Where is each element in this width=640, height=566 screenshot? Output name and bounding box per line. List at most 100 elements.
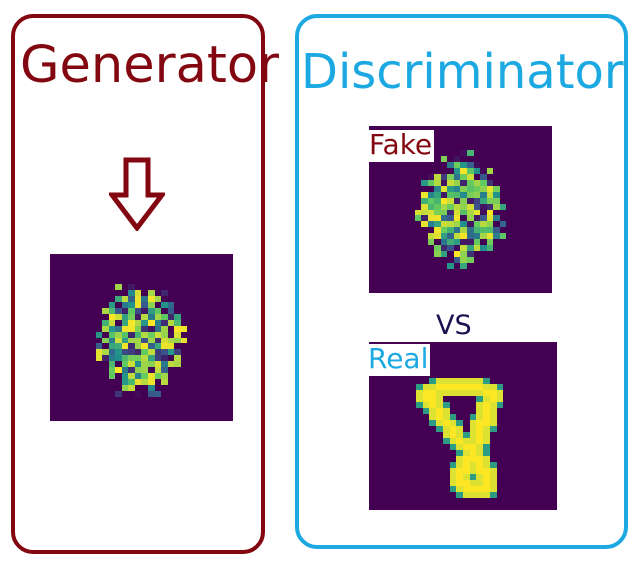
generated-image-pixel: [95, 391, 103, 398]
real-image-pixel: [516, 426, 524, 432]
real-image-pixel: [550, 438, 557, 444]
fake-image-pixel: [545, 161, 552, 168]
generated-image-pixel: [180, 343, 188, 350]
fake-image-pixel: [453, 179, 461, 186]
generated-image-pixel: [206, 301, 214, 308]
fake-image-pixel: [408, 227, 415, 234]
fake-image-pixel: [453, 137, 461, 144]
fake-image-pixel: [395, 203, 402, 210]
fake-image-pixel: [382, 269, 389, 276]
generated-image-pixel: [200, 295, 207, 302]
generated-image-pixel: [69, 259, 77, 266]
generated-image-pixel: [148, 319, 155, 326]
fake-image-pixel: [427, 287, 435, 293]
generated-image-pixel: [121, 295, 129, 302]
generated-image-pixel: [115, 343, 122, 350]
real-image-pixel: [389, 498, 396, 504]
generated-image-pixel: [213, 337, 220, 344]
real-image-pixel: [483, 378, 490, 384]
fake-image-pixel: [395, 269, 402, 276]
generated-image-pixel: [108, 271, 116, 278]
fake-image-pixel: [401, 197, 409, 204]
real-image-pixel: [395, 402, 403, 408]
real-image-pixel: [503, 396, 510, 402]
fake-image-pixel: [440, 161, 448, 168]
fake-image-pixel: [375, 239, 383, 246]
generated-image-pixel: [82, 397, 90, 404]
generated-image-pixel: [76, 301, 83, 308]
generated-image-pixel: [161, 259, 168, 266]
generated-image-pixel: [154, 319, 162, 326]
fake-image-pixel: [382, 287, 389, 293]
real-image-pixel: [382, 468, 390, 474]
generated-image-pixel: [121, 409, 129, 416]
generated-image-pixel: [63, 271, 70, 278]
generated-image-pixel: [226, 331, 233, 338]
fake-image-pixel: [414, 167, 422, 174]
generated-image-pixel: [213, 283, 220, 290]
fake-image-pixel: [382, 281, 389, 288]
generated-image-pixel: [193, 325, 201, 332]
generated-image-pixel: [63, 313, 70, 320]
fake-image-pixel: [538, 233, 546, 240]
fake-image-pixel: [525, 239, 533, 246]
real-image-pixel: [503, 462, 510, 468]
real-image-pixel: [422, 402, 430, 408]
real-image-pixel: [469, 426, 477, 432]
fake-image-pixel: [532, 149, 539, 156]
generated-image-pixel: [167, 349, 175, 356]
generated-image-pixel: [193, 385, 201, 392]
fake-image-pixel: [447, 179, 454, 186]
fake-image-pixel: [538, 275, 546, 282]
real-image-pixel: [429, 366, 437, 372]
real-image-pixel: [463, 384, 470, 390]
fake-image-pixel: [388, 203, 396, 210]
fake-image-pixel: [480, 155, 487, 162]
generated-image-pixel: [82, 283, 90, 290]
generated-image-pixel: [193, 301, 201, 308]
generated-image-pixel: [128, 301, 135, 308]
fake-image-pixel: [545, 263, 552, 270]
fake-image-pixel: [427, 197, 435, 204]
generated-image-pixel: [206, 409, 214, 416]
generated-image-pixel: [108, 301, 116, 308]
fake-image-pixel: [453, 257, 461, 264]
fake-image-pixel: [421, 209, 428, 216]
real-image-pixel: [449, 408, 457, 414]
fake-image-pixel: [421, 197, 428, 204]
fake-image-pixel: [506, 143, 513, 150]
real-image-pixel: [530, 456, 537, 462]
real-image-pixel: [476, 342, 484, 348]
real-image-pixel: [489, 462, 497, 468]
generated-image-pixel: [174, 265, 181, 272]
fake-image-pixel: [388, 167, 396, 174]
real-image-pixel: [429, 420, 437, 426]
generated-image-pixel: [167, 265, 175, 272]
fake-image-pixel: [382, 161, 389, 168]
fake-image-pixel: [532, 215, 539, 222]
real-image-pixel: [483, 486, 490, 492]
fake-image-pixel: [512, 173, 520, 180]
fake-image-pixel: [486, 179, 494, 186]
fake-image-pixel: [473, 191, 481, 198]
fake-image-pixel: [473, 209, 481, 216]
real-image-pixel: [382, 414, 390, 420]
fake-image-pixel: [486, 149, 494, 156]
real-image-pixel: [463, 372, 470, 378]
real-image-pixel: [469, 474, 477, 480]
real-image-pixel: [516, 450, 524, 456]
real-image-pixel: [422, 408, 430, 414]
real-image-pixel: [402, 468, 410, 474]
real-image-pixel: [395, 432, 403, 438]
real-image-pixel: [436, 360, 443, 366]
generated-image-pixel: [89, 415, 96, 421]
generated-image-pixel: [121, 331, 129, 338]
real-image-pixel: [375, 492, 383, 498]
real-image-pixel: [516, 378, 524, 384]
fake-image-pixel: [382, 221, 389, 228]
real-image-pixel: [416, 492, 423, 498]
fake-image-pixel: [532, 155, 539, 162]
fake-image-pixel: [401, 173, 409, 180]
generated-image-pixel: [121, 373, 129, 380]
fake-image-pixel: [506, 137, 513, 144]
